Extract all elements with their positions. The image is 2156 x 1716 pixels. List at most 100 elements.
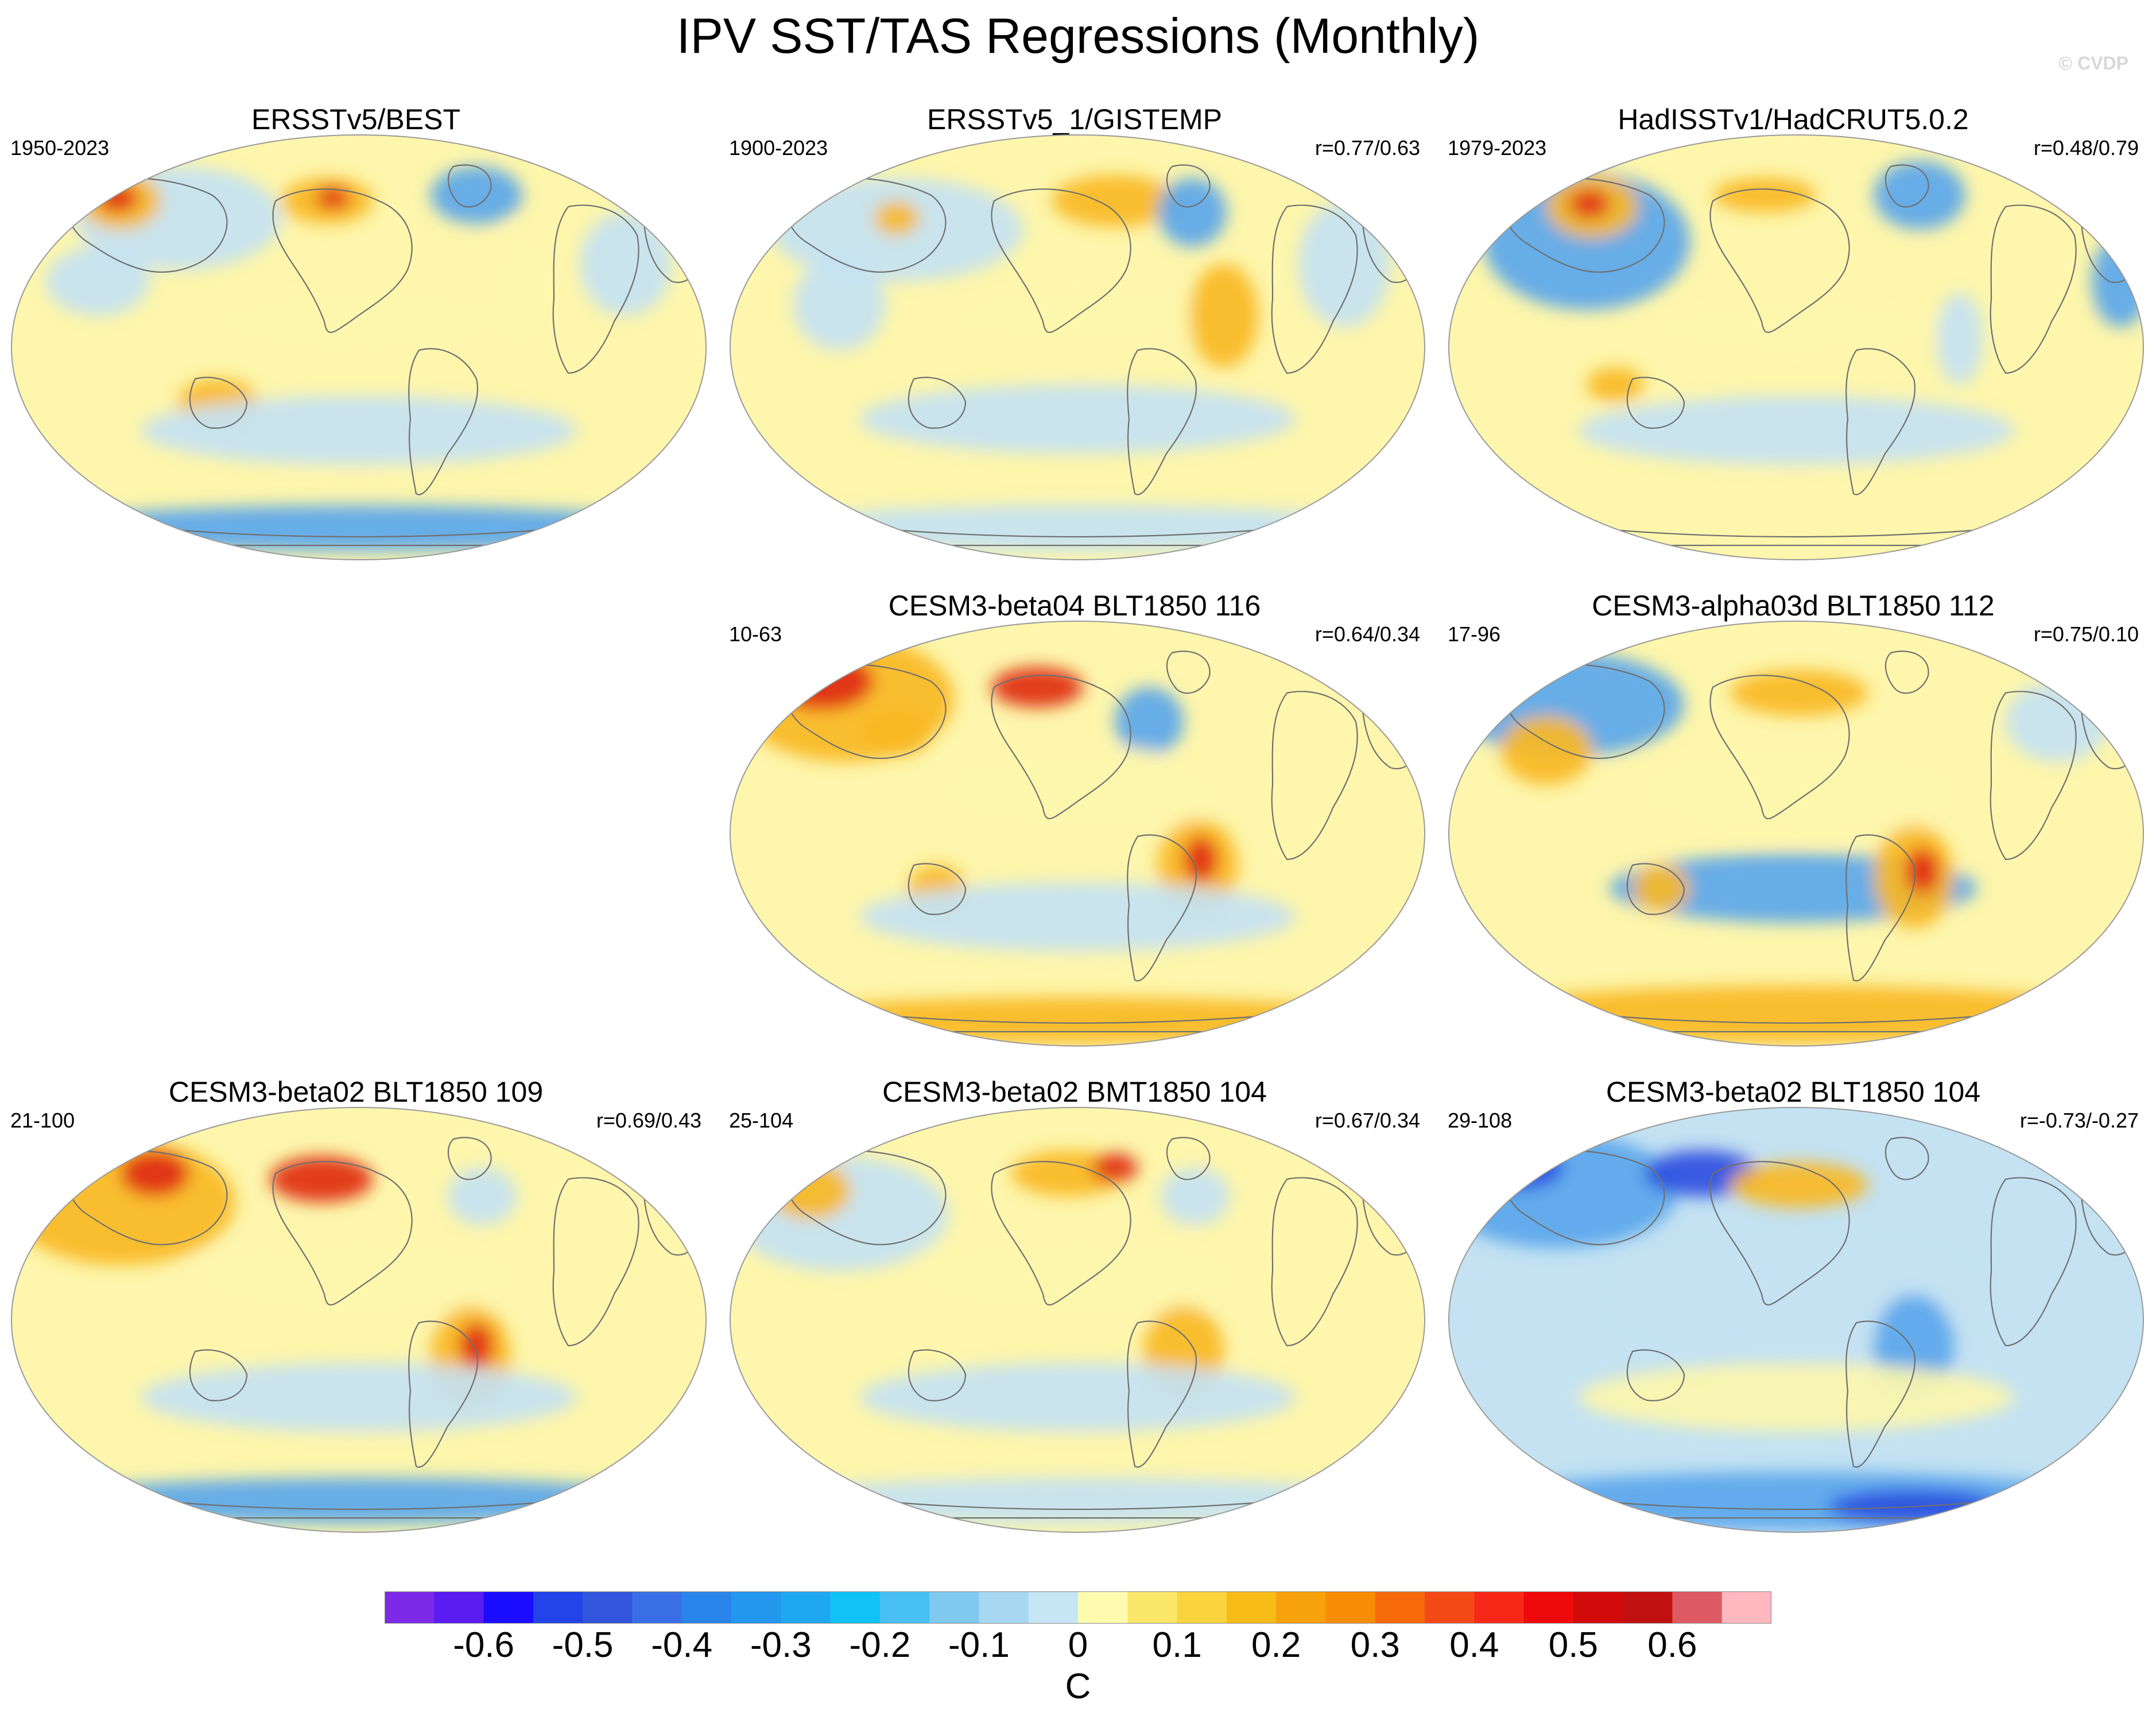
- colorbar-swatch: [1425, 1591, 1475, 1624]
- colorbar-swatch: [830, 1591, 881, 1624]
- anomaly-region: [756, 1478, 1399, 1524]
- colorbar-tick-label: 0.3: [1350, 1625, 1400, 1665]
- map-field: [730, 135, 1425, 560]
- colorbar-tick-label: 0.6: [1647, 1625, 1697, 1665]
- anomaly-region: [1647, 293, 1945, 362]
- anomaly-region: [793, 258, 885, 350]
- colorbar-swatch: [1672, 1591, 1723, 1624]
- anomaly-region: [141, 1363, 577, 1432]
- coastline: [1271, 691, 1358, 861]
- map-panel-ersst-best: ERSSTv5/BEST 1950-2023: [0, 102, 712, 561]
- colorbar-tick-label: 0.2: [1251, 1625, 1301, 1665]
- world-map: [730, 1107, 1425, 1533]
- anomaly-region: [905, 1231, 1250, 1323]
- coastline: [1626, 863, 1685, 915]
- map-panel-cesm3-beta04-blt1850-116: CESM3-beta04 BLT1850 116 10-63 r=0.64/0.…: [719, 588, 1430, 1048]
- anomaly-region: [770, 653, 874, 710]
- map-border: [730, 1107, 1425, 1533]
- panel-correlation: r=0.77/0.63: [1314, 136, 1420, 160]
- panel-title: CESM3-beta02 BLT1850 104: [1606, 1076, 1981, 1108]
- coastline: [1166, 1137, 1211, 1180]
- anomaly-region: [1905, 848, 1940, 894]
- coastline: [1709, 1161, 1850, 1306]
- anomaly-region: [1624, 739, 1968, 842]
- panel-years: 10-63: [729, 622, 782, 646]
- anomaly-region: [862, 710, 931, 756]
- anomaly-region: [98, 184, 138, 212]
- map-panel-cesm3-beta02-blt1850-104: CESM3-beta02 BLT1850 104 29-108 r=-0.73/…: [1437, 1075, 2149, 1534]
- colorbar-swatch: [1523, 1591, 1574, 1624]
- map-border: [1448, 621, 2144, 1047]
- colorbar-swatch: [583, 1591, 633, 1624]
- coastline: [272, 1161, 413, 1306]
- anomaly-region: [1730, 1162, 1868, 1208]
- panel-title: CESM3-beta04 BLT1850 116: [888, 590, 1261, 622]
- map-field: [1449, 621, 2143, 1046]
- panel-correlation: r=0.64/0.34: [1314, 622, 1420, 646]
- coastline: [189, 377, 248, 429]
- colorbar-tick-label: -0.4: [651, 1625, 713, 1665]
- colorbar-swatch: [781, 1591, 831, 1624]
- colorbar-tick-label: 0: [1068, 1625, 1088, 1665]
- colorbar-tick-label: -0.1: [948, 1625, 1010, 1665]
- map-panel-cesm3-beta02-blt1850-109: CESM3-beta02 BLT1850 109 21-100 r=0.69/0…: [0, 1075, 712, 1534]
- coastline: [1503, 1149, 1665, 1246]
- colorbar-tick-label: 0.1: [1152, 1625, 1202, 1665]
- coastline: [1127, 834, 1197, 982]
- anomaly-region: [580, 212, 672, 316]
- anomaly-region: [1475, 986, 2118, 1043]
- map-border: [11, 1107, 707, 1533]
- anomaly-region: [270, 1156, 373, 1202]
- colorbar-swatch: [879, 1591, 930, 1624]
- colorbar-tick-label: 0.5: [1548, 1625, 1598, 1665]
- coastline: [408, 348, 479, 495]
- colorbar-tick-label: 0.4: [1449, 1625, 1499, 1665]
- coastline: [784, 1149, 947, 1246]
- panel-years: 1950-2023: [10, 136, 110, 160]
- colorbar-swatch: [1226, 1591, 1277, 1624]
- map-field: [730, 1107, 1425, 1532]
- map-border: [730, 621, 1425, 1047]
- colorbar-tick-label: -0.6: [453, 1625, 515, 1665]
- anomaly-region: [1713, 178, 1816, 212]
- panel-years: 1979-2023: [1448, 136, 1547, 160]
- colorbar-units: C: [1065, 1667, 1091, 1706]
- coastline: [1127, 348, 1197, 495]
- anomaly-region: [859, 882, 1296, 951]
- anomaly-region: [316, 187, 350, 210]
- colorbar-swatch: [731, 1591, 781, 1624]
- coastline: [1503, 177, 1665, 273]
- anomaly-region: [1937, 293, 1983, 385]
- anomaly-region: [1052, 175, 1178, 227]
- coastline: [1166, 650, 1211, 694]
- panel-years: 25-104: [729, 1109, 794, 1132]
- anomaly-region: [1500, 716, 1592, 785]
- coastline: [1271, 204, 1358, 374]
- world-map: [730, 621, 1425, 1047]
- coastline: [1709, 188, 1850, 334]
- coastline: [65, 1149, 228, 1246]
- coastline: [552, 204, 639, 374]
- coastline: [908, 863, 967, 915]
- anomaly-region: [11, 1139, 235, 1265]
- coastline: [1503, 663, 1665, 760]
- world-map: [11, 134, 707, 560]
- coastline: [1626, 1349, 1685, 1401]
- coastline: [1990, 204, 2077, 374]
- anomaly-region: [1578, 1363, 2014, 1432]
- anomaly-region: [756, 997, 1399, 1043]
- coastline: [1127, 1320, 1197, 1468]
- colorbar-swatch: [1721, 1591, 1771, 1624]
- anomaly-region: [1298, 201, 1390, 327]
- colorbar-swatch: [1375, 1591, 1425, 1624]
- anomaly-region: [1115, 687, 1184, 756]
- map-field: [1449, 135, 2143, 560]
- coastline: [189, 1349, 248, 1401]
- colorbar-swatch: [681, 1591, 732, 1624]
- coastline: [908, 1349, 967, 1401]
- coastline: [1709, 675, 1850, 820]
- colorbar-swatch: [632, 1591, 683, 1624]
- panel-correlation: r=0.69/0.43: [596, 1109, 701, 1132]
- colorbar-swatch: [434, 1591, 484, 1624]
